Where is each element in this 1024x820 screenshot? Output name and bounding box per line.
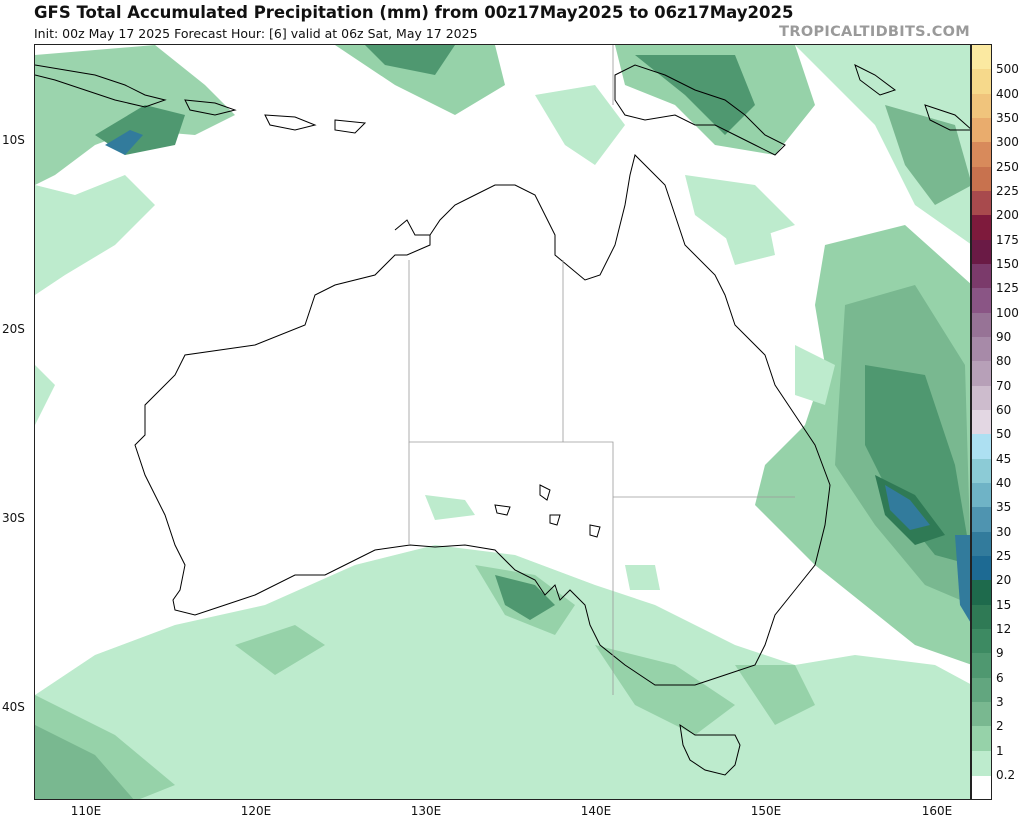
- colorbar-tick-label: 1: [996, 743, 1004, 758]
- lon-label-120e: 120E: [240, 804, 272, 818]
- colorbar-swatch: [972, 191, 991, 216]
- colorbar-tick-label: 2: [996, 719, 1004, 734]
- colorbar-swatch: [972, 361, 991, 387]
- colorbar-swatch: [972, 142, 991, 168]
- colorbar-tick-label: 20: [996, 573, 1012, 588]
- colorbar-swatch: [972, 288, 991, 314]
- colorbar-swatch: [972, 702, 991, 727]
- colorbar-tick-label: 350: [996, 111, 1019, 125]
- colorbar-swatch: [972, 604, 991, 630]
- colorbar-tick-label: 50: [996, 427, 1012, 442]
- colorbar-swatch: [972, 580, 991, 606]
- map-title: GFS Total Accumulated Precipitation (mm)…: [34, 3, 794, 22]
- lon-label-130e: 130E: [410, 804, 442, 818]
- colorbar-swatch: [972, 434, 991, 460]
- colorbar-tick-label: 15: [996, 597, 1012, 612]
- colorbar-tick-label: 35: [996, 500, 1012, 515]
- colorbar-swatch: [972, 215, 991, 241]
- colorbar-tick-label: 30: [996, 524, 1012, 539]
- lat-label-10s: 10S: [2, 133, 25, 147]
- colorbar-swatch: [972, 750, 991, 776]
- map-canvas: [35, 45, 970, 799]
- colorbar-swatch: [972, 726, 991, 752]
- lon-label-140e: 140E: [580, 804, 612, 818]
- colorbar-tick-label: 150: [996, 257, 1019, 271]
- colorbar-swatch: [972, 507, 991, 533]
- colorbar-swatch: [972, 118, 991, 143]
- colorbar-swatch: [972, 166, 991, 192]
- colorbar-tick-label: 9: [996, 646, 1004, 661]
- colorbar-swatch: [972, 653, 991, 679]
- coastlines: [35, 64, 970, 776]
- colorbar: [971, 44, 992, 800]
- colorbar-tick-label: 40: [996, 476, 1012, 490]
- lat-label-30s: 30S: [2, 511, 25, 525]
- colorbar-tick-label: 90: [996, 330, 1012, 344]
- colorbar-swatch: [972, 677, 991, 703]
- colorbar-swatch: [972, 483, 991, 508]
- colorbar-swatch: [972, 531, 991, 557]
- lon-label-150e: 150E: [750, 804, 782, 818]
- lat-label-20s: 20S: [2, 322, 25, 336]
- colorbar-tick-label: 70: [996, 378, 1012, 393]
- colorbar-swatch: [972, 69, 991, 95]
- colorbar-tick-label: 80: [996, 354, 1012, 369]
- precipitation-map: [34, 44, 971, 800]
- colorbar-tick-label: 60: [996, 403, 1012, 417]
- lon-label-110e: 110E: [70, 804, 102, 818]
- colorbar-tick-label: 45: [996, 451, 1012, 466]
- colorbar-swatch: [972, 264, 991, 289]
- precipitation-field: [35, 45, 970, 799]
- colorbar-swatch: [972, 629, 991, 654]
- colorbar-swatch: [972, 312, 991, 338]
- colorbar-swatch: [972, 45, 991, 70]
- colorbar-tick-label: 250: [996, 159, 1019, 174]
- colorbar-tick-label: 200: [996, 208, 1019, 223]
- colorbar-tick-label: 6: [996, 670, 1004, 685]
- colorbar-tick-label: 225: [996, 184, 1019, 198]
- colorbar-tick-label: 3: [996, 695, 1004, 709]
- colorbar-tick-label: 500: [996, 62, 1019, 77]
- colorbar-tick-label: 300: [996, 135, 1019, 150]
- colorbar-swatch: [972, 337, 991, 362]
- colorbar-tick-label: 125: [996, 281, 1019, 296]
- colorbar-swatch: [972, 410, 991, 435]
- colorbar-swatch: [972, 93, 991, 119]
- colorbar-swatch: [972, 556, 991, 581]
- colorbar-tick-label: 0.2: [996, 768, 1016, 782]
- brand-watermark: TROPICALTIDBITS.COM: [779, 24, 970, 40]
- lon-label-160e: 160E: [921, 804, 953, 818]
- forecast-info: Init: 00z May 17 2025 Forecast Hour: [6]…: [34, 26, 478, 41]
- colorbar-tick-label: 12: [996, 622, 1012, 636]
- colorbar-tick-label: 100: [996, 305, 1019, 320]
- colorbar-tick-label: 175: [996, 232, 1019, 247]
- colorbar-swatch: [972, 458, 991, 484]
- colorbar-swatch: [972, 385, 991, 411]
- colorbar-swatch: [972, 239, 991, 265]
- colorbar-tick-label: 25: [996, 549, 1012, 563]
- colorbar-tick-label: 400: [996, 86, 1019, 101]
- state-borders: [408, 45, 795, 695]
- lat-label-40s: 40S: [2, 700, 25, 714]
